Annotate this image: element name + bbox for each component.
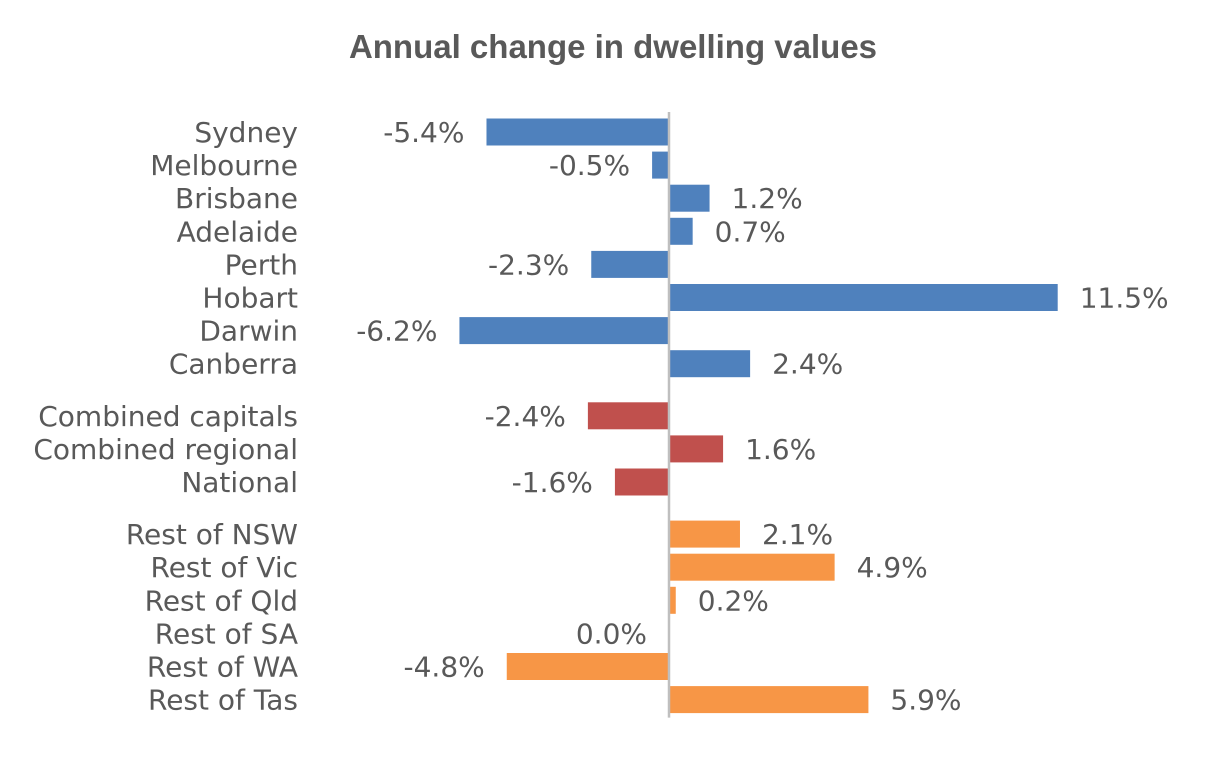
value-label-combined-regional: 1.6%	[745, 433, 816, 466]
category-label-national: National	[181, 466, 298, 499]
bar-rest-of-qld	[669, 586, 676, 614]
value-label-canberra: 2.4%	[772, 348, 843, 381]
bar-combined-regional	[669, 435, 724, 463]
category-label-adelaide: Adelaide	[177, 215, 298, 248]
bar-rest-of-vic	[669, 553, 835, 581]
value-label-hobart: 11.5%	[1080, 282, 1169, 315]
value-label-rest-of-wa: -4.8%	[404, 651, 485, 684]
category-label-perth: Perth	[225, 248, 298, 281]
category-label-rest-of-nsw: Rest of NSW	[126, 518, 298, 551]
value-label-melbourne: -0.5%	[549, 149, 630, 182]
bar-perth	[591, 250, 669, 278]
category-label-combined-regional: Combined regional	[33, 433, 298, 466]
value-label-perth: -2.3%	[488, 248, 569, 281]
value-label-rest-of-tas: 5.9%	[890, 684, 961, 717]
chart-title: Annual change in dwelling values	[348, 28, 878, 65]
bar-combined-capitals	[587, 402, 669, 430]
value-label-adelaide: 0.7%	[715, 215, 786, 248]
category-label-rest-of-wa: Rest of WA	[147, 651, 298, 684]
category-label-melbourne: Melbourne	[150, 149, 298, 182]
value-label-national: -1.6%	[512, 466, 593, 499]
value-label-rest-of-vic: 4.9%	[857, 551, 928, 584]
value-label-rest-of-nsw: 2.1%	[762, 518, 833, 551]
value-label-darwin: -6.2%	[356, 315, 437, 348]
bar-adelaide	[669, 217, 693, 245]
bar-melbourne	[652, 151, 669, 179]
category-label-rest-of-qld: Rest of Qld	[145, 584, 298, 617]
bar-canberra	[669, 350, 751, 378]
bar-hobart	[669, 284, 1058, 311]
category-label-brisbane: Brisbane	[175, 182, 298, 215]
value-label-sydney: -5.4%	[383, 116, 464, 149]
bar-darwin	[459, 317, 669, 345]
bar-sydney	[486, 118, 669, 146]
bar-rest-of-nsw	[669, 520, 740, 548]
bar-brisbane	[669, 184, 710, 212]
category-label-darwin: Darwin	[199, 315, 298, 348]
category-label-rest-of-tas: Rest of Tas	[148, 684, 298, 717]
bar-rest-of-wa	[506, 653, 669, 680]
value-label-brisbane: 1.2%	[732, 182, 803, 215]
bar-rest-of-tas	[669, 686, 869, 714]
bar-national	[614, 468, 669, 496]
value-label-combined-capitals: -2.4%	[485, 400, 566, 433]
category-label-sydney: Sydney	[194, 116, 298, 149]
value-label-rest-of-sa: 0.0%	[576, 617, 647, 650]
category-label-rest-of-vic: Rest of Vic	[151, 551, 299, 584]
category-label-rest-of-sa: Rest of SA	[155, 617, 298, 650]
category-label-canberra: Canberra	[169, 348, 298, 381]
value-label-rest-of-qld: 0.2%	[698, 584, 769, 617]
category-label-hobart: Hobart	[202, 282, 298, 315]
category-label-combined-capitals: Combined capitals	[38, 400, 298, 433]
